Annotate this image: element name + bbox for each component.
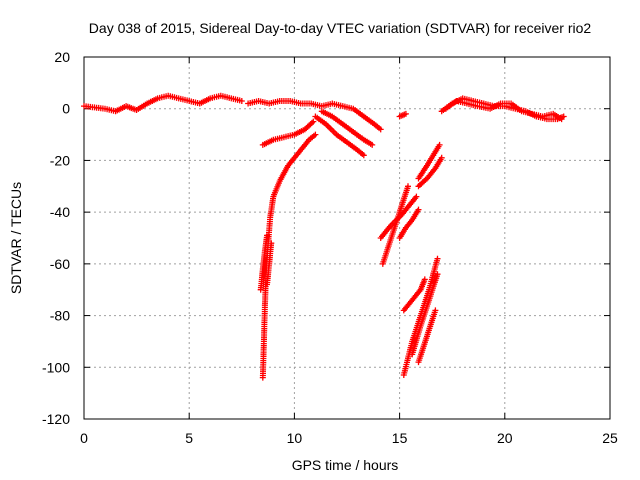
y-tick-label: -40	[50, 204, 70, 220]
y-axis-label: SDTVAR / TECUs	[8, 182, 24, 294]
series-points	[81, 92, 567, 381]
y-tick-label: -120	[42, 411, 70, 427]
y-tick-label: -80	[50, 308, 70, 324]
axis-ticks	[83, 56, 611, 420]
y-tick-label: -100	[42, 359, 70, 375]
plot-frame	[83, 56, 611, 420]
x-tick-label: 10	[287, 430, 303, 446]
x-tick-labels: 0 5 10 15 20 25	[80, 430, 618, 446]
y-tick-label: 0	[62, 101, 70, 117]
x-tick-label: 5	[185, 430, 193, 446]
chart-title: Day 038 of 2015, Sidereal Day-to-day VTE…	[89, 20, 592, 36]
y-tick-label: -60	[50, 256, 70, 272]
y-tick-labels: 20 0 -20 -40 -60 -80 -100 -120	[42, 49, 70, 427]
data-marks	[81, 92, 567, 381]
x-tick-label: 20	[497, 430, 513, 446]
y-tick-label: -20	[50, 152, 70, 168]
y-tick-label: 20	[54, 49, 70, 65]
x-tick-label: 0	[80, 430, 88, 446]
x-tick-label: 15	[392, 430, 408, 446]
x-tick-label: 25	[602, 430, 618, 446]
x-axis-label: GPS time / hours	[292, 457, 399, 473]
